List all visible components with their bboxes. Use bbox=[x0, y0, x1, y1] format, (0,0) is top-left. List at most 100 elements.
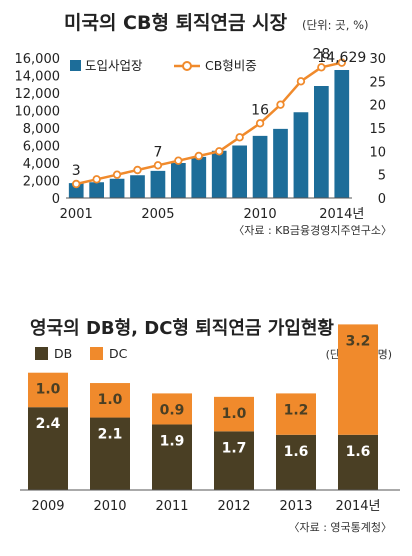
legend-line-label: CB형비중 bbox=[205, 58, 257, 73]
line-point bbox=[317, 63, 326, 72]
legend-db-label: DB bbox=[54, 346, 72, 361]
bar-db bbox=[276, 434, 316, 490]
legend-dc-label: DC bbox=[109, 346, 128, 361]
left-axis-tick-label: 12,000 bbox=[15, 87, 61, 102]
chart1-bars bbox=[68, 69, 350, 198]
bar bbox=[109, 178, 125, 198]
right-axis-tick-label: 25 bbox=[369, 75, 386, 90]
line-point bbox=[174, 156, 183, 165]
bar bbox=[314, 86, 329, 198]
data-label: 7 bbox=[153, 144, 162, 160]
left-axis-tick-label: 14,000 bbox=[15, 70, 61, 85]
bar bbox=[252, 135, 268, 198]
legend-db-swatch bbox=[35, 347, 48, 360]
data-label-db: 1.6 bbox=[346, 444, 371, 460]
legend-bar-swatch bbox=[70, 60, 81, 71]
chart1-title: 미국의 CB형 퇴직연금 시장 bbox=[64, 12, 288, 34]
bar bbox=[334, 69, 350, 198]
left-axis-tick-label: 10,000 bbox=[15, 105, 61, 120]
right-axis-tick-label: 15 bbox=[369, 122, 386, 137]
chart1: 미국의 CB형 퇴직연금 시장 (단위: 곳, %) 0 2,000 4,000 6,… bbox=[15, 12, 393, 237]
bar bbox=[273, 128, 288, 198]
bar-dc bbox=[214, 396, 254, 432]
left-axis-tick-label: 4,000 bbox=[23, 157, 60, 172]
line-point bbox=[72, 179, 81, 189]
data-label-db: 1.7 bbox=[222, 440, 247, 456]
data-label: 28 bbox=[312, 46, 330, 62]
line-point bbox=[296, 77, 306, 86]
x-tick-label: 2009 bbox=[31, 499, 64, 514]
chart1-right-axis: 0 5 10 15 20 25 30 bbox=[369, 52, 386, 207]
data-label-dc: 1.2 bbox=[284, 402, 309, 418]
x-tick-label: 2010 bbox=[93, 499, 126, 514]
bar-dc bbox=[338, 324, 378, 435]
bar bbox=[232, 145, 247, 198]
data-label-db: 1.6 bbox=[284, 444, 309, 460]
bar bbox=[171, 163, 186, 198]
bar-dc bbox=[152, 393, 192, 425]
line-point bbox=[153, 161, 163, 170]
x-tick-label: 2013 bbox=[279, 499, 312, 514]
line-point bbox=[194, 151, 203, 161]
chart1-x-axis: 2001 2005 2010 2014년 bbox=[60, 207, 365, 222]
data-label: 16 bbox=[251, 102, 269, 118]
x-tick-label: 2014년 bbox=[335, 499, 380, 514]
x-tick-label: 2014년 bbox=[319, 207, 364, 222]
bar-dc bbox=[28, 372, 68, 408]
bar bbox=[293, 112, 309, 198]
chart2-title: 영국의 DB형, DC형 퇴직연금 가입현황 bbox=[30, 317, 334, 339]
chart1-source: 〈자료 : KB금융경영지주연구소〉 bbox=[233, 224, 392, 237]
left-axis-tick-label: 6,000 bbox=[23, 140, 60, 155]
right-axis-tick-label: 30 bbox=[369, 52, 386, 67]
line-point bbox=[276, 100, 285, 109]
legend-line-marker bbox=[182, 61, 192, 71]
data-label: 3 bbox=[72, 163, 81, 179]
chart2-bars: 2.4 1.0 2.1 1.0 1.9 0.9 1.7 1.0 1.6 1.2 1.6 3.2 bbox=[28, 324, 378, 490]
bar-db bbox=[90, 417, 130, 490]
right-axis-tick-label: 5 bbox=[378, 169, 386, 184]
line-point bbox=[337, 58, 346, 67]
bar-db bbox=[214, 431, 254, 490]
chart2-legend: DB DC bbox=[35, 346, 128, 361]
data-label-dc: 0.9 bbox=[160, 402, 185, 418]
chart1-left-axis: 0 2,000 4,000 6,000 8,000 10,000 12,000 14,000 1… bbox=[15, 52, 61, 207]
bar-dc bbox=[90, 383, 130, 418]
bar-db bbox=[152, 424, 192, 490]
line-point bbox=[92, 175, 101, 184]
data-label-db: 2.4 bbox=[36, 416, 61, 432]
x-tick-label: 2011 bbox=[155, 499, 188, 514]
bar bbox=[211, 150, 227, 198]
data-label-dc: 1.0 bbox=[36, 382, 61, 398]
bar bbox=[68, 183, 84, 198]
left-axis-tick-label: 8,000 bbox=[23, 122, 60, 137]
legend-dc-swatch bbox=[90, 347, 103, 360]
x-tick-label: 2012 bbox=[217, 499, 250, 514]
chart2-x-axis: 2009 2010 2011 2012 2013 2014년 bbox=[31, 499, 380, 514]
data-label-dc: 3.2 bbox=[346, 333, 371, 349]
bar-db bbox=[28, 407, 68, 490]
chart1-line-series bbox=[72, 58, 346, 189]
bar bbox=[191, 156, 207, 198]
bar bbox=[89, 182, 104, 198]
data-label: 14,629 bbox=[317, 50, 366, 66]
left-axis-tick-label: 2,000 bbox=[23, 175, 60, 190]
data-label-dc: 1.0 bbox=[222, 406, 247, 422]
line-point bbox=[133, 165, 142, 175]
left-axis-tick-label: 0 bbox=[52, 192, 60, 207]
chart1-legend: 도입사업장 CB형비중 bbox=[70, 58, 257, 73]
right-axis-tick-label: 20 bbox=[369, 99, 386, 114]
chart2: 영국의 DB형, DC형 퇴직연금 가입현황 DB DC (단위: 백만명) 2… bbox=[20, 317, 400, 534]
chart2-source: 〈자료 : 영국통계청〉 bbox=[288, 521, 392, 534]
line-point bbox=[112, 170, 122, 179]
data-label-db: 1.9 bbox=[160, 433, 185, 449]
bar bbox=[150, 170, 166, 198]
data-label-dc: 1.0 bbox=[98, 392, 123, 408]
x-tick-label: 2010 bbox=[244, 207, 277, 222]
x-tick-label: 2005 bbox=[141, 207, 174, 222]
right-axis-tick-label: 0 bbox=[378, 192, 386, 207]
chart1-unit: (단위: 곳, %) bbox=[302, 18, 368, 32]
right-axis-tick-label: 10 bbox=[369, 145, 386, 160]
x-tick-label: 2001 bbox=[60, 207, 93, 222]
